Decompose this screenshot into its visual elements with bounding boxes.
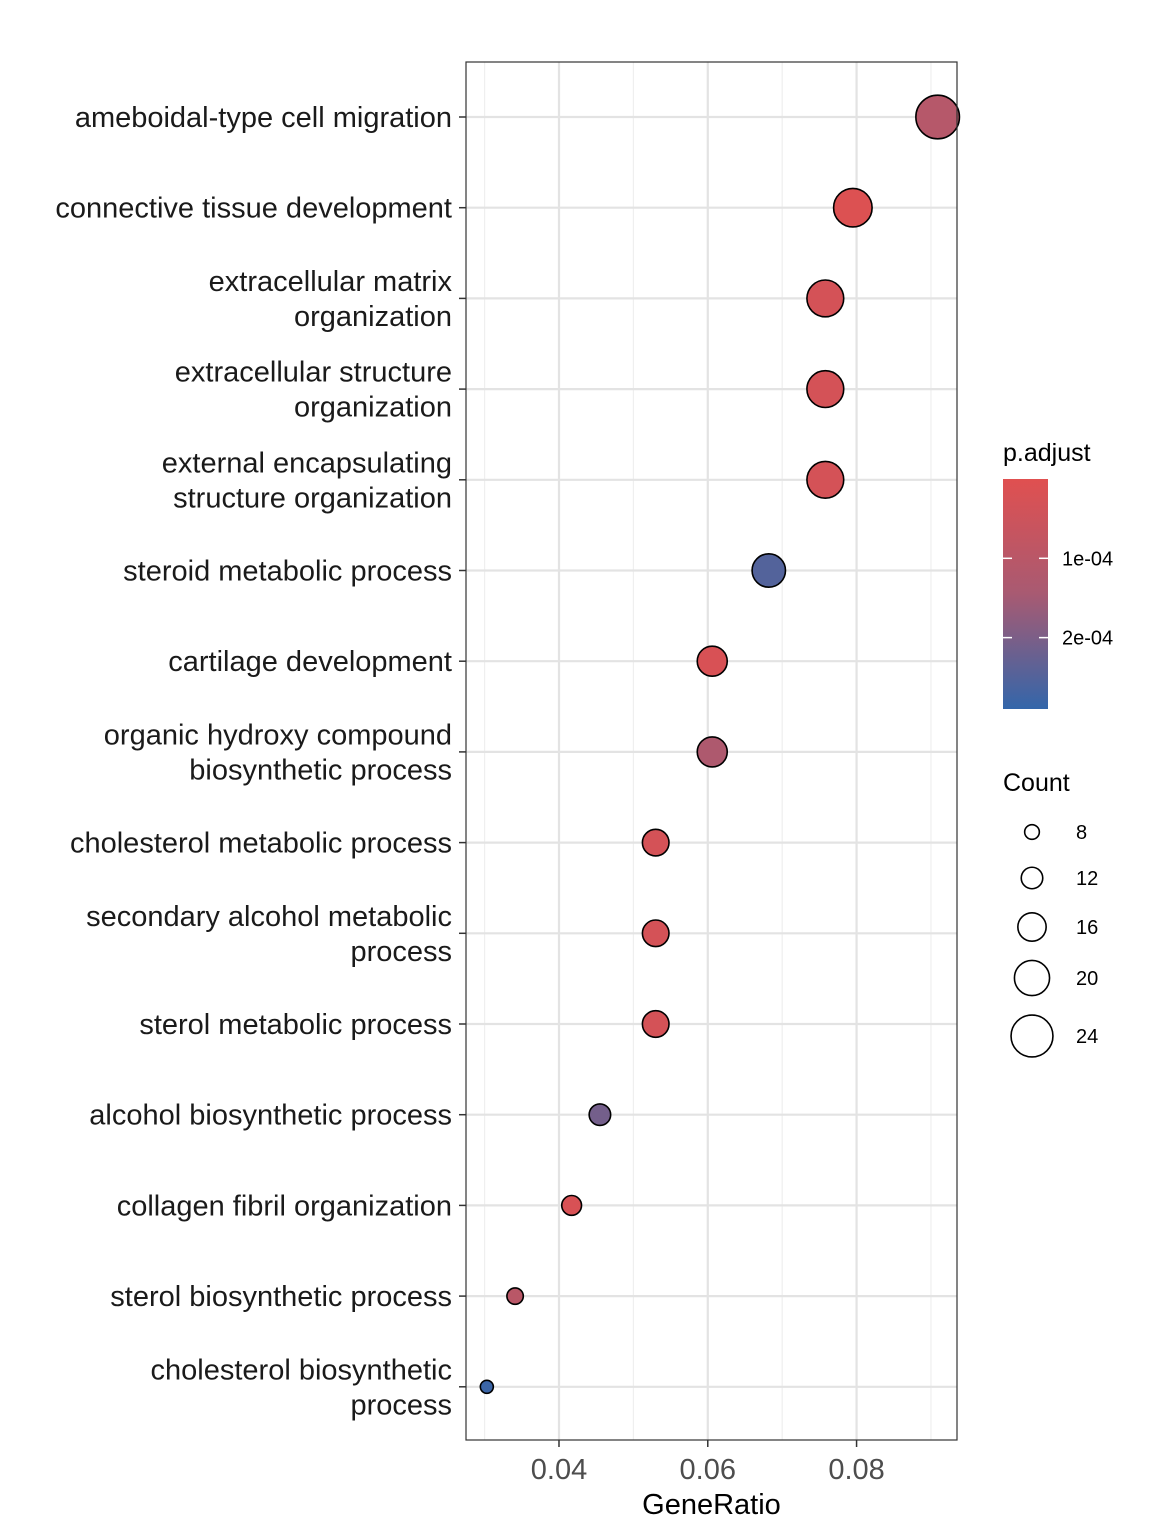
- color-legend: p.adjust 1e-04 2e-04: [1003, 439, 1113, 709]
- y-tick-label: process: [350, 1389, 452, 1421]
- data-point: [479, 1379, 495, 1395]
- size-legend-label: 8: [1076, 822, 1087, 844]
- y-tick-label: collagen fibril organization: [117, 1190, 452, 1222]
- x-tick-label: 0.08: [828, 1454, 884, 1486]
- y-tick-label: external encapsulating: [162, 447, 452, 479]
- data-point: [641, 828, 670, 857]
- y-tick-label: cartilage development: [168, 646, 452, 678]
- y-tick-label: extracellular matrix: [209, 266, 453, 298]
- size-legend-key: [1020, 866, 1044, 890]
- data-point: [915, 94, 961, 140]
- x-axis: 0.04 0.06 0.08: [531, 1440, 885, 1486]
- color-legend-tick-label: 1e-04: [1062, 548, 1113, 570]
- panel-border: [465, 61, 958, 1441]
- y-tick-label: organization: [294, 392, 452, 424]
- y-tick-label: sterol metabolic process: [139, 1009, 452, 1041]
- data-point: [588, 1103, 612, 1127]
- size-legend-key: [1023, 823, 1041, 841]
- data-point: [832, 187, 873, 228]
- color-legend-title: p.adjust: [1003, 439, 1091, 467]
- y-tick-label: structure organization: [173, 482, 452, 514]
- size-legend-key: [1013, 959, 1051, 997]
- x-tick-label: 0.06: [680, 1454, 736, 1486]
- size-legend-label: 24: [1076, 1026, 1098, 1048]
- y-tick-label: sterol biosynthetic process: [110, 1281, 452, 1313]
- x-axis-title: GeneRatio: [642, 1489, 781, 1521]
- y-tick-label: process: [350, 936, 452, 968]
- y-tick-label: cholesterol biosynthetic: [151, 1354, 452, 1386]
- data-point: [641, 1009, 670, 1039]
- y-tick-label: alcohol biosynthetic process: [89, 1100, 452, 1132]
- size-legend-title: Count: [1003, 769, 1070, 797]
- data-points: [479, 94, 961, 1395]
- size-legend-key: [1017, 912, 1047, 942]
- y-tick-label: organic hydroxy compound: [104, 719, 452, 751]
- y-tick-label: connective tissue development: [55, 193, 452, 225]
- x-tick-label: 0.04: [531, 1454, 587, 1486]
- y-tick-label: ameboidal-type cell migration: [75, 102, 452, 134]
- size-legend-label: 16: [1076, 917, 1098, 939]
- data-point: [806, 279, 845, 318]
- data-point: [751, 552, 787, 588]
- data-point: [696, 645, 729, 678]
- size-legend-key: [1010, 1014, 1054, 1058]
- color-legend-tick-label: 2e-04: [1062, 628, 1113, 650]
- y-axis-labels: ameboidal-type cell migration connective …: [55, 102, 466, 1421]
- data-point: [506, 1287, 525, 1306]
- data-point: [696, 736, 729, 768]
- y-tick-label: secondary alcohol metabolic: [86, 901, 452, 933]
- data-point: [560, 1194, 583, 1217]
- data-point: [806, 460, 845, 499]
- data-point: [641, 919, 670, 948]
- y-tick-label: steroid metabolic process: [123, 556, 452, 588]
- color-legend-bar: [1003, 479, 1048, 709]
- y-tick-label: extracellular structure: [175, 357, 452, 389]
- y-tick-label: cholesterol metabolic process: [70, 828, 452, 860]
- y-tick-label: organization: [294, 301, 452, 333]
- size-legend-label: 20: [1076, 968, 1098, 990]
- data-point: [806, 369, 845, 409]
- size-legend: Count 8 12 16 20 24: [1003, 769, 1098, 1058]
- size-legend-label: 12: [1076, 868, 1098, 890]
- y-tick-label: biosynthetic process: [189, 754, 452, 786]
